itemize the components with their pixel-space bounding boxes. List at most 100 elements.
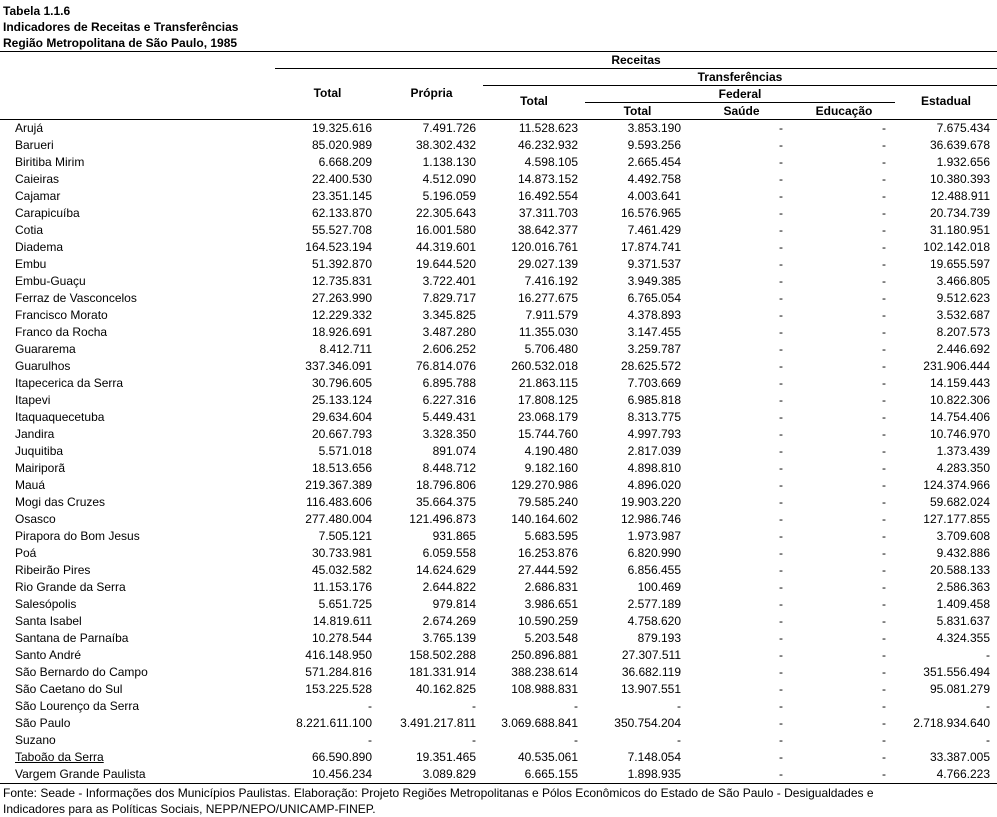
- cell: -: [779, 155, 783, 169]
- cell: 5.449.431: [422, 410, 476, 424]
- row-label: São Caetano do Sul: [15, 682, 123, 696]
- cell: 4.324.355: [936, 631, 990, 645]
- cell: 7.675.434: [936, 121, 990, 135]
- cell: 1.373.439: [936, 444, 990, 458]
- cell: 14.624.629: [415, 563, 476, 577]
- cell: 4.003.641: [627, 189, 681, 203]
- cell: -: [882, 427, 886, 441]
- cell: 6.765.054: [627, 291, 681, 305]
- cell: 95.081.279: [929, 682, 990, 696]
- row-label: Juquitiba: [15, 444, 64, 458]
- cell: -: [779, 172, 783, 186]
- cell: -: [882, 291, 886, 305]
- cell: -: [882, 478, 886, 492]
- cell: 11.355.030: [518, 325, 578, 339]
- cell: 1.932.656: [936, 155, 990, 169]
- cell: 16.001.580: [415, 223, 476, 237]
- cell: 18.926.691: [311, 325, 372, 339]
- cell: -: [779, 580, 783, 594]
- cell: 11.153.176: [312, 580, 372, 594]
- row-label: Francisco Morato: [15, 308, 108, 322]
- cell: 108.988.831: [511, 682, 578, 696]
- cell: 27.444.592: [517, 563, 578, 577]
- cell: 250.896.881: [511, 648, 578, 662]
- cell: 7.505.121: [318, 529, 372, 543]
- cell: 16.277.675: [517, 291, 578, 305]
- cell: 23.068.179: [517, 410, 578, 424]
- cell: -: [882, 393, 886, 407]
- rule: [0, 51, 997, 52]
- cell: 2.586.363: [936, 580, 990, 594]
- cell: 5.683.595: [524, 529, 578, 543]
- row-label: Rio Grande da Serra: [15, 580, 126, 594]
- row-label: Itaquaquecetuba: [15, 410, 105, 424]
- cell: 4.598.105: [524, 155, 578, 169]
- rule: [0, 783, 997, 784]
- cell: 10.590.259: [517, 614, 578, 628]
- row-label: Osasco: [15, 512, 56, 526]
- cell: -: [882, 308, 886, 322]
- cell: 12.488.911: [930, 189, 990, 203]
- cell: 4.896.020: [627, 478, 681, 492]
- cell: 3.491.217.811: [400, 716, 476, 730]
- rule: [483, 85, 997, 86]
- cell: 3.949.385: [627, 274, 681, 288]
- cell: -: [882, 223, 886, 237]
- row-label: Salesópolis: [15, 597, 77, 611]
- row-label: Arujá: [15, 121, 44, 135]
- row-label: Guarulhos: [15, 359, 71, 373]
- cell: -: [882, 121, 886, 135]
- row-label: Poá: [15, 546, 37, 560]
- cell: 1.138.130: [422, 155, 476, 169]
- cell: 20.588.133: [929, 563, 990, 577]
- cell: -: [574, 699, 578, 713]
- row-label: São Lourenço da Serra: [15, 699, 140, 713]
- cell: 40.162.825: [415, 682, 476, 696]
- cell: -: [368, 733, 372, 747]
- cell: 12.735.831: [311, 274, 372, 288]
- cell: -: [882, 614, 886, 628]
- cell: 7.911.579: [525, 308, 579, 322]
- cell: -: [472, 733, 476, 747]
- cell: 20.667.793: [311, 427, 372, 441]
- cell: 7.416.192: [524, 274, 578, 288]
- cell: 6.856.455: [627, 563, 681, 577]
- cell: 979.814: [432, 597, 476, 611]
- cell: -: [882, 155, 886, 169]
- cell: -: [986, 733, 990, 747]
- cell: 19.325.616: [311, 121, 372, 135]
- cell: 4.378.893: [627, 308, 681, 322]
- cell: 129.270.986: [511, 478, 578, 492]
- cell: 17.808.125: [517, 393, 578, 407]
- cell: -: [779, 648, 783, 662]
- cell: -: [882, 495, 886, 509]
- cell: 16.253.876: [517, 546, 578, 560]
- cell: 5.651.725: [318, 597, 372, 611]
- row-label: Santana de Parnaíba: [15, 631, 129, 645]
- cell: 5.706.480: [524, 342, 578, 356]
- cell: 10.746.970: [929, 427, 990, 441]
- cell: -: [779, 767, 783, 781]
- cell: 27.263.990: [311, 291, 372, 305]
- cell: 351.556.494: [923, 665, 990, 679]
- cell: 10.278.544: [311, 631, 372, 645]
- cell: 29.027.139: [517, 257, 578, 271]
- cell: 164.523.194: [305, 240, 372, 254]
- rule: [275, 68, 997, 69]
- cell: -: [779, 223, 783, 237]
- cell: 219.367.389: [305, 478, 372, 492]
- cell: 44.319.601: [415, 240, 476, 254]
- cell: -: [779, 444, 783, 458]
- cell: 55.527.708: [311, 223, 372, 237]
- cell: -: [779, 359, 783, 373]
- cell: 5.571.018: [318, 444, 372, 458]
- cell: -: [472, 699, 476, 713]
- cell: 27.307.511: [621, 648, 681, 662]
- cell: -: [882, 376, 886, 390]
- cell: -: [779, 614, 783, 628]
- cell: 30.796.605: [311, 376, 372, 390]
- cell: -: [882, 274, 886, 288]
- cell: 9.182.160: [524, 461, 578, 475]
- cell: -: [882, 172, 886, 186]
- cell: 140.164.602: [511, 512, 578, 526]
